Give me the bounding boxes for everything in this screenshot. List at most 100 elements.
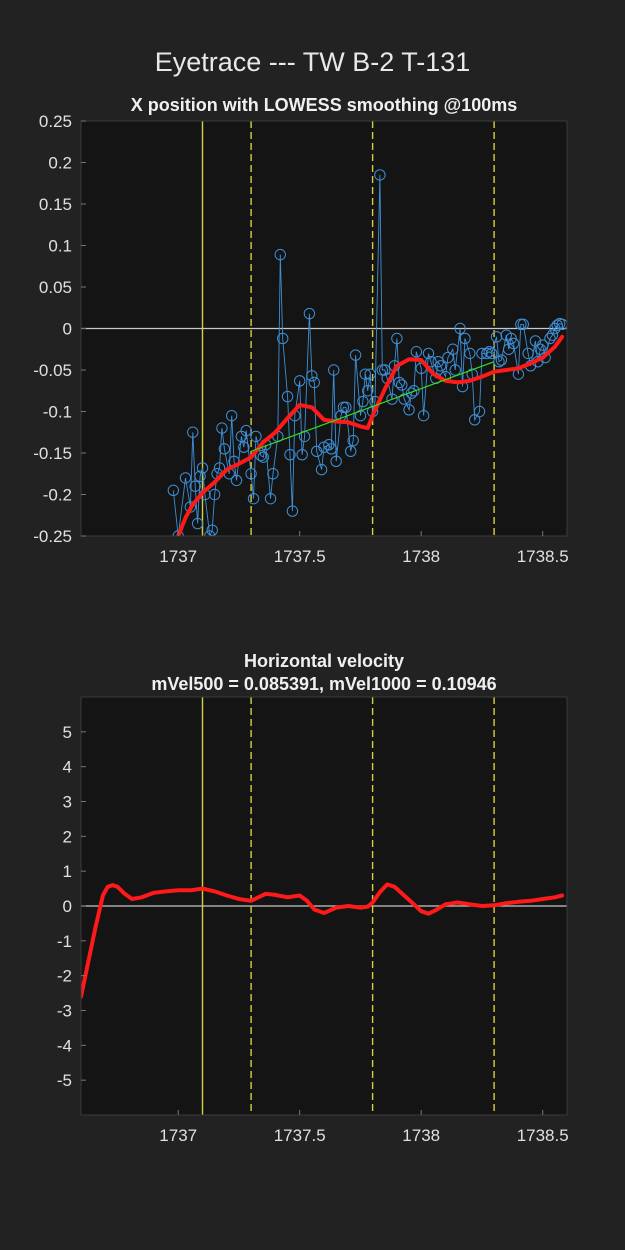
raw-data-point <box>434 360 447 372</box>
raw-data-point <box>374 169 386 181</box>
raw-data-point <box>447 343 459 355</box>
y-tick-label: 4 <box>63 758 72 777</box>
raw-data-point <box>303 307 316 320</box>
raw-data-point <box>191 517 204 530</box>
x-tick-label: 1737 <box>159 547 197 566</box>
raw-data-point <box>328 364 340 376</box>
raw-data-point <box>257 451 269 463</box>
raw-data-point <box>515 318 527 331</box>
raw-data-point <box>459 332 471 345</box>
raw-data-point <box>206 524 218 536</box>
raw-data-point <box>362 385 374 397</box>
raw-data-point <box>274 248 286 261</box>
position-axes: -0.25 -0.2 -0.15 -0.1 -0.05 0 0.05 0.1 0.15 0.2 0.… <box>33 112 568 566</box>
y-tick-label: 5 <box>63 723 72 742</box>
raw-data-point <box>264 492 277 505</box>
velocity-plot-subtitle: mVel500 = 0.085391, mVel1000 = 0.10946 <box>151 674 497 694</box>
y-tick-label: 0 <box>63 320 72 339</box>
raw-data-point <box>405 387 418 399</box>
raw-data-point <box>464 347 476 360</box>
plot-content <box>81 121 567 536</box>
raw-data-point <box>485 347 498 360</box>
x-tick-label: 1738 <box>402 547 440 566</box>
raw-data-point <box>393 376 406 389</box>
y-tick-label: -4 <box>57 1036 72 1055</box>
x-tick-label: 1738 <box>402 1126 440 1145</box>
raw-data-point <box>529 335 542 347</box>
raw-data-point <box>495 354 508 366</box>
y-tick-label: -3 <box>57 1002 72 1021</box>
position-plot-title: X position with LOWESS smoothing @100ms <box>130 95 518 115</box>
raw-data-point <box>308 376 320 389</box>
raw-data-point <box>213 462 226 474</box>
raw-data-point <box>208 488 221 501</box>
raw-data-point <box>294 375 306 387</box>
raw-data-point <box>337 401 350 414</box>
raw-data-point <box>544 332 556 345</box>
raw-data-point <box>267 468 279 480</box>
velocity-plot-title: Horizontal velocity <box>243 651 405 671</box>
y-tick-label: -2 <box>57 967 72 986</box>
raw-data-point <box>546 329 559 341</box>
raw-data-point <box>315 463 328 476</box>
raw-data-point <box>449 364 461 376</box>
raw-data-point <box>537 339 549 351</box>
y-tick-label: 2 <box>63 827 72 846</box>
raw-data-point <box>330 455 342 467</box>
x-tick-label: 1737.5 <box>274 547 326 566</box>
plot-content <box>81 697 567 1115</box>
velocity-axes: -5 -4 -3 -2 -1 0 1 2 3 4 5 1737 1737.5 1738 1738.5 <box>57 696 569 1145</box>
y-tick-label: 0.15 <box>39 195 72 214</box>
raw-data-point <box>425 356 437 368</box>
y-tick-label: 0 <box>63 897 72 916</box>
raw-data-point <box>276 332 289 345</box>
raw-data-point <box>296 448 308 461</box>
raw-data-point <box>189 480 201 492</box>
y-tick-label: 0.05 <box>39 278 72 297</box>
y-tick-label: 0.25 <box>39 112 72 131</box>
raw-data-point <box>376 364 389 376</box>
raw-data-point <box>345 445 357 458</box>
raw-data-point <box>391 332 403 345</box>
raw-data-point <box>473 405 486 418</box>
y-tick-label: 3 <box>63 793 72 812</box>
raw-data-point <box>196 462 209 474</box>
y-tick-label: -0.05 <box>33 361 72 380</box>
raw-data-point <box>454 322 466 335</box>
raw-data-point <box>359 368 372 380</box>
raw-data-point <box>507 337 520 350</box>
raw-data-point <box>556 318 567 331</box>
y-tick-label: -0.15 <box>33 444 72 463</box>
linear-fit-line <box>250 361 495 452</box>
y-tick-label: 1 <box>63 862 72 881</box>
raw-data-point <box>284 448 296 461</box>
raw-data-point <box>379 364 391 376</box>
raw-data-point <box>240 424 252 437</box>
lowess-smoothed-line <box>176 334 565 536</box>
y-tick-label: -5 <box>57 1071 72 1090</box>
raw-data-point <box>483 346 495 358</box>
raw-data-point <box>347 434 359 447</box>
raw-data-point <box>286 505 299 517</box>
raw-data-point <box>522 347 534 360</box>
raw-data-point <box>340 401 352 414</box>
raw-data-point <box>238 441 250 453</box>
raw-data-point <box>417 409 430 422</box>
raw-data-point <box>410 346 423 358</box>
raw-data-point <box>218 443 231 455</box>
x-tick-label: 1738.5 <box>517 547 569 566</box>
raw-data-point <box>325 443 337 455</box>
raw-data-point <box>422 347 435 360</box>
raw-data-point <box>481 347 493 360</box>
raw-data-point <box>398 393 410 405</box>
x-tick-label: 1737 <box>159 1126 197 1145</box>
y-tick-label: -1 <box>57 932 72 951</box>
raw-data-point <box>442 351 454 364</box>
y-tick-label: -0.25 <box>33 527 72 546</box>
raw-data-point <box>281 390 294 403</box>
x-tick-label: 1737.5 <box>274 1126 326 1145</box>
raw-data-point <box>311 445 323 458</box>
raw-data-point <box>255 449 267 462</box>
raw-data-point <box>357 395 369 408</box>
